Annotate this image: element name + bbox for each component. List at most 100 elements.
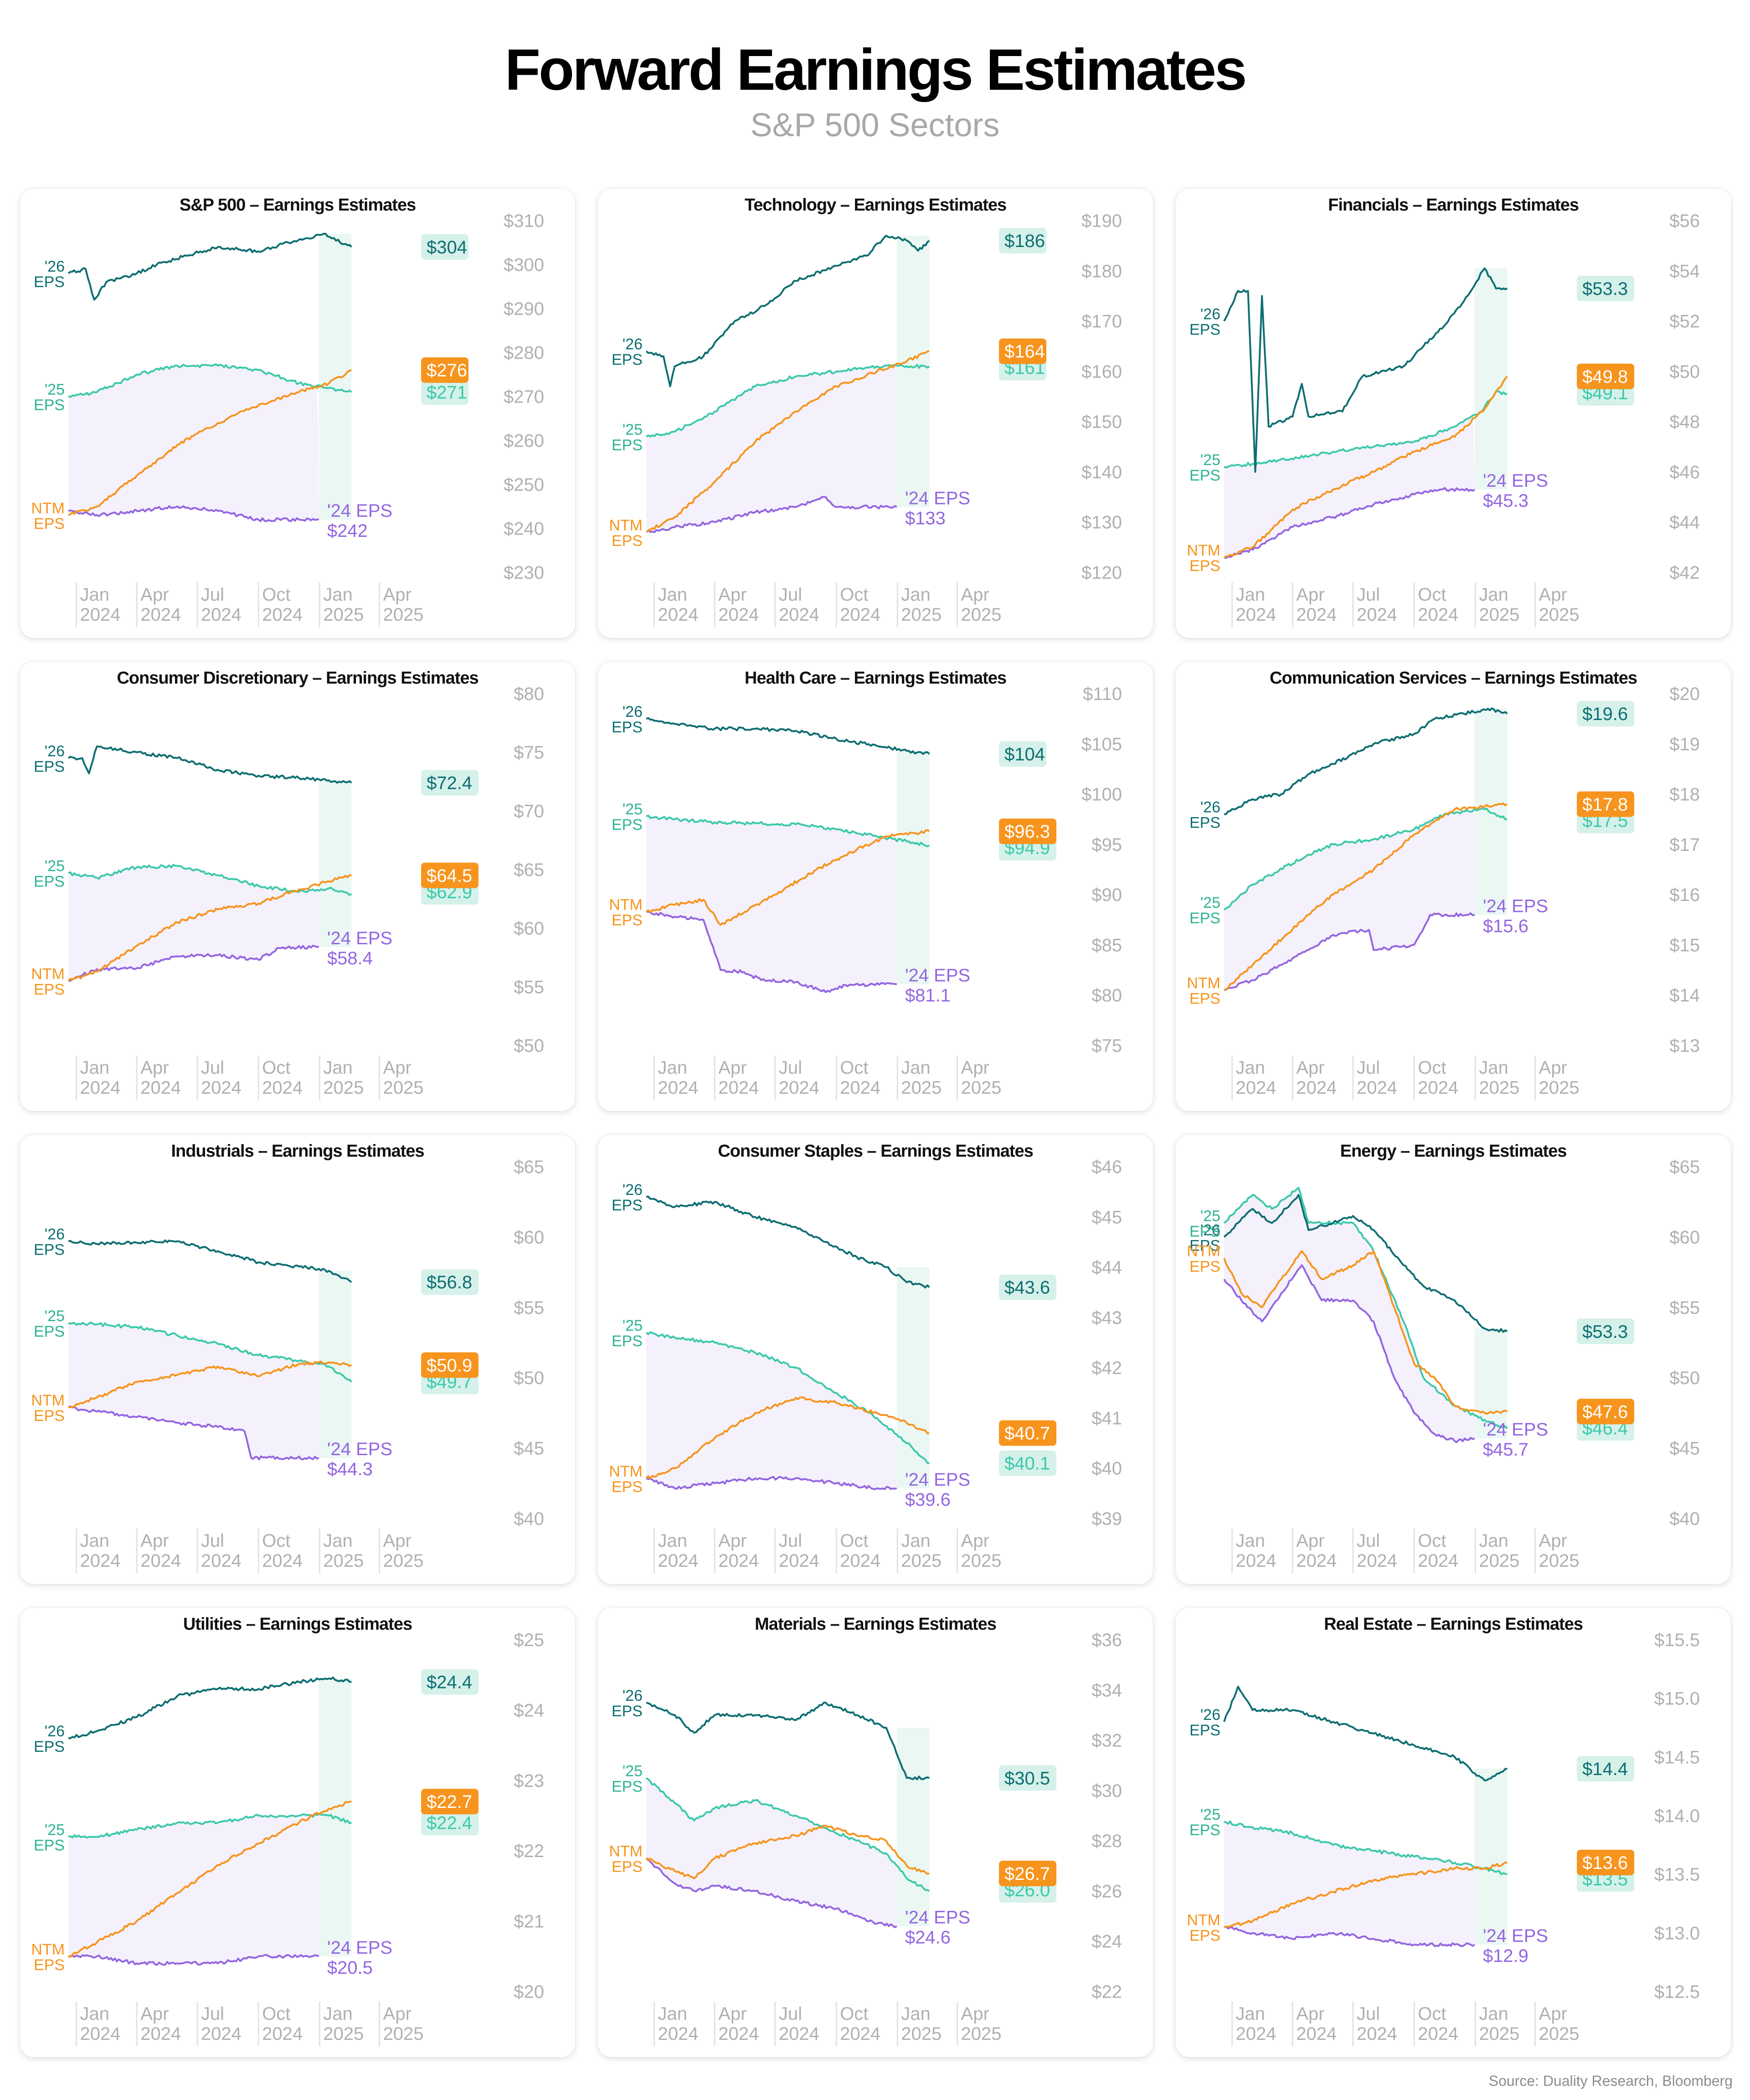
end-value-badge xyxy=(1577,1756,1634,1782)
series-line-eps26 xyxy=(646,1701,930,1781)
x-tick-label: Jan xyxy=(901,1531,931,1551)
y-tick-label: $40 xyxy=(1091,1459,1122,1479)
y-tick-label: $13 xyxy=(1669,1036,1700,1056)
series-line-eps25 xyxy=(645,1777,930,1892)
series-line-eps25 xyxy=(1224,1820,1508,1875)
x-tick-label: 2025 xyxy=(1479,1551,1519,1571)
y-tick-label: $230 xyxy=(504,563,544,583)
y-tick-label: $150 xyxy=(1081,412,1122,432)
series-label-eps26: '26 EPS xyxy=(34,743,65,776)
line-chart: Technology – Earnings Estimates $190 $180 $… xyxy=(609,196,1122,627)
chart-panel: Consumer Discretionary – Earnings Estima… xyxy=(20,662,575,1111)
series-line-eps26 xyxy=(1223,267,1508,473)
chart-panel: Technology – Earnings Estimates $190 $180 $… xyxy=(598,189,1153,638)
y-tick-label: $14.5 xyxy=(1654,1747,1700,1767)
series-label-eps24: '24 EPS xyxy=(327,1439,392,1459)
x-tick-label: 2024 xyxy=(718,1078,759,1098)
end-value-badge xyxy=(421,770,479,796)
x-tick-label: 2025 xyxy=(1479,605,1519,625)
series-label-eps26: '26 EPS xyxy=(1189,799,1220,832)
forward-window-band xyxy=(319,233,352,520)
end-value-label: $24.6 xyxy=(905,1928,951,1948)
series-line-eps26 xyxy=(646,1195,930,1289)
series-line-eps25 xyxy=(68,363,352,398)
y-tick-label: $300 xyxy=(504,255,544,275)
x-tick-label: Apr xyxy=(1539,2004,1567,2024)
y-tick-label: $34 xyxy=(1091,1680,1122,1700)
x-tick-label: 2024 xyxy=(718,605,759,625)
series-line-eps26 xyxy=(1223,1194,1508,1333)
y-tick-label: $44 xyxy=(1091,1258,1122,1278)
y-tick-label: $48 xyxy=(1669,412,1700,432)
y-tick-label: $50 xyxy=(1669,1368,1700,1388)
series-line-eps24 xyxy=(68,1954,319,1966)
series-label-eps26: '26 EPS xyxy=(612,1181,643,1214)
x-tick-label: 2025 xyxy=(1539,605,1580,625)
series-line-eps26 xyxy=(1223,1685,1508,1781)
x-tick-label: Oct xyxy=(262,585,290,605)
y-tick-label: $52 xyxy=(1669,312,1700,332)
x-tick-label: 2024 xyxy=(1418,1078,1458,1098)
x-tick-label: 2025 xyxy=(323,605,364,625)
x-tick-label: Jan xyxy=(323,1058,353,1078)
end-value-label: $24.4 xyxy=(427,1673,472,1693)
x-tick-label: 2024 xyxy=(1236,1078,1276,1098)
y-tick-label: $43 xyxy=(1091,1308,1122,1328)
x-tick-label: Apr xyxy=(140,1058,169,1078)
chart-panel: Financials – Earnings Estimates $56 $54 $52… xyxy=(1176,189,1731,638)
x-tick-label: Jan xyxy=(1236,1531,1266,1551)
series-label-ntm: NTM EPS xyxy=(609,896,643,929)
x-tick-label: 2025 xyxy=(901,1551,942,1571)
series-line-eps24 xyxy=(1224,1926,1475,1947)
x-tick-label: Apr xyxy=(961,1531,989,1551)
end-value-badge xyxy=(1577,701,1634,727)
line-chart: Health Care – Earnings Estimates $110 $105… xyxy=(609,669,1122,1100)
series-label-eps24: '24 EPS xyxy=(327,501,392,521)
y-tick-label: $110 xyxy=(1083,684,1122,704)
chart-title: Materials – Earnings Estimates xyxy=(755,1615,996,1634)
y-tick-label: $280 xyxy=(504,343,544,363)
end-value-badge xyxy=(421,1789,479,1815)
y-tick-label: $26 xyxy=(1091,1881,1122,1901)
series-line-eps24 xyxy=(646,1476,897,1490)
series-label-eps25: '25 EPS xyxy=(34,1307,65,1340)
y-tick-label: $120 xyxy=(1081,563,1122,583)
x-tick-label: Apr xyxy=(383,1058,412,1078)
y-tick-label: $75 xyxy=(1091,1036,1122,1056)
end-value-label: $304 xyxy=(427,237,467,257)
end-value-badge xyxy=(999,1420,1056,1446)
x-tick-label: 2024 xyxy=(1357,2024,1397,2044)
y-tick-label: $140 xyxy=(1081,462,1122,482)
series-line-eps24 xyxy=(68,945,319,982)
forward-window-band xyxy=(896,236,930,507)
page-title: Forward Earnings Estimates xyxy=(504,37,1247,103)
x-tick-label: 2025 xyxy=(323,1551,364,1571)
y-tick-label: $13.5 xyxy=(1654,1865,1700,1885)
x-tick-label: Jul xyxy=(779,1058,802,1078)
x-tick-label: 2024 xyxy=(1236,1551,1276,1571)
x-tick-label: Jan xyxy=(658,2004,688,2024)
x-tick-label: 2024 xyxy=(840,1551,880,1571)
x-tick-label: 2025 xyxy=(1539,1551,1580,1571)
series-line-ntm xyxy=(68,1360,352,1408)
x-tick-label: 2024 xyxy=(262,2024,303,2044)
y-tick-label: $45 xyxy=(1091,1207,1122,1227)
series-label-eps25: '25 EPS xyxy=(612,421,643,454)
y-tick-label: $28 xyxy=(1091,1831,1122,1851)
series-label-eps25: '25 EPS xyxy=(612,1762,643,1795)
y-tick-label: $60 xyxy=(1669,1227,1700,1247)
forward-window-band xyxy=(896,751,930,984)
series-label-eps24: '24 EPS xyxy=(1483,471,1548,491)
series-label-eps26: '26 EPS xyxy=(612,703,643,736)
y-tick-label: $24 xyxy=(514,1700,544,1720)
series-label-eps26: '26 EPS xyxy=(612,336,643,369)
y-tick-label: $50 xyxy=(514,1368,544,1388)
x-tick-label: Apr xyxy=(961,2004,989,2024)
series-line-ntm xyxy=(67,874,352,982)
end-value-badge xyxy=(421,1269,479,1295)
x-tick-label: 2024 xyxy=(840,2024,880,2044)
x-tick-label: Apr xyxy=(1296,1058,1324,1078)
x-tick-label: Jul xyxy=(1357,585,1380,605)
series-label-eps26: '26 EPS xyxy=(34,258,65,291)
